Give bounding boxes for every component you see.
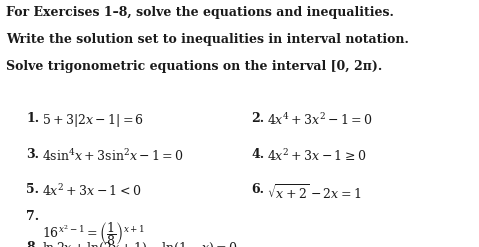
Text: Solve trigonometric equations on the interval [0, 2π).: Solve trigonometric equations on the int…	[6, 60, 382, 73]
Text: $4x^2 + 3x - 1 \geq 0$: $4x^2 + 3x - 1 \geq 0$	[267, 148, 366, 164]
Text: For Exercises 1–8, solve the equations and inequalities.: For Exercises 1–8, solve the equations a…	[6, 6, 394, 19]
Text: Write the solution set to inequalities in interval notation.: Write the solution set to inequalities i…	[6, 33, 409, 46]
Text: 1.: 1.	[26, 112, 39, 125]
Text: 2.: 2.	[251, 112, 264, 125]
Text: 5.: 5.	[26, 183, 39, 196]
Text: $\ln 2x + \ln(2x + 1) - \ln(1 - x) = 0$: $\ln 2x + \ln(2x + 1) - \ln(1 - x) = 0$	[42, 241, 238, 247]
Text: $4x^2 + 3x - 1 < 0$: $4x^2 + 3x - 1 < 0$	[42, 183, 141, 199]
Text: $5 + 3|2x - 1| = 6$: $5 + 3|2x - 1| = 6$	[42, 112, 144, 129]
Text: 4.: 4.	[251, 148, 264, 161]
Text: $4\sin^4\!x + 3\sin^2\!x - 1 = 0$: $4\sin^4\!x + 3\sin^2\!x - 1 = 0$	[42, 148, 184, 164]
Text: 8.: 8.	[26, 241, 39, 247]
Text: $\sqrt{x + 2} - 2x = 1$: $\sqrt{x + 2} - 2x = 1$	[267, 183, 362, 202]
Text: 6.: 6.	[251, 183, 264, 196]
Text: 7.: 7.	[26, 210, 39, 224]
Text: $16^{x^2-1} = \left(\dfrac{1}{8}\right)^{x+1}$: $16^{x^2-1} = \left(\dfrac{1}{8}\right)^…	[42, 220, 145, 247]
Text: $4x^4 + 3x^2 - 1 = 0$: $4x^4 + 3x^2 - 1 = 0$	[267, 112, 373, 128]
Text: 3.: 3.	[26, 148, 39, 161]
